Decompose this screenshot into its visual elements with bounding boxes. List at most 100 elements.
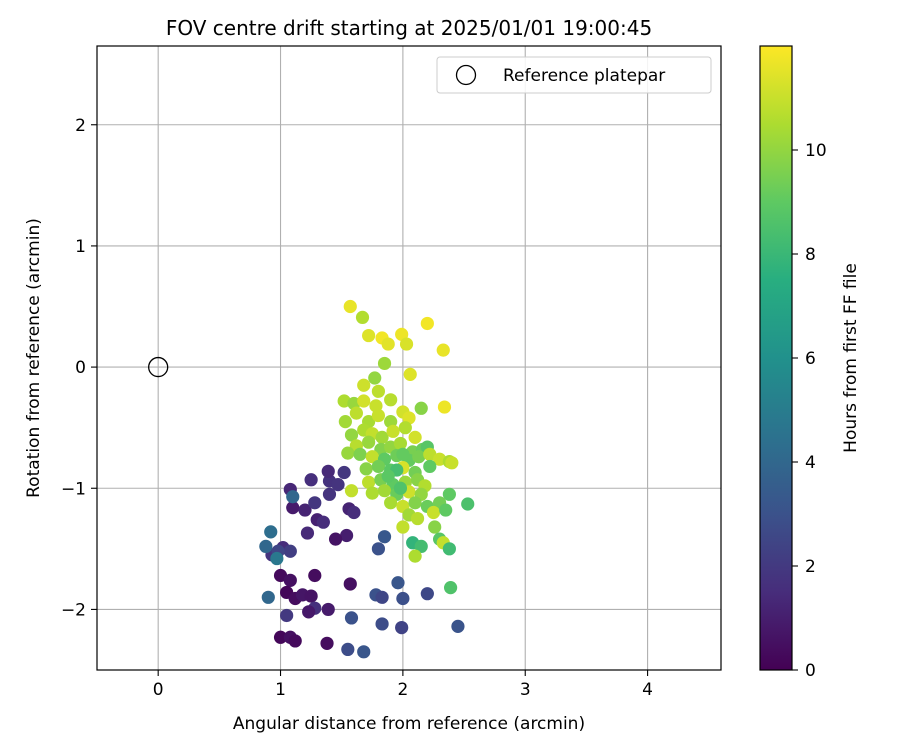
scatter-point [439, 503, 453, 517]
scatter-point [408, 496, 422, 510]
y-tick-label: 1 [75, 237, 86, 257]
scatter-point [420, 316, 434, 331]
scatter-point [300, 526, 315, 540]
y-tick-label: 0 [75, 358, 86, 378]
scatter-point [286, 501, 300, 515]
scatter-point [384, 393, 398, 407]
scatter-point [357, 394, 371, 408]
scatter-point [371, 459, 386, 474]
colorbar: 0 2 4 6 8 10 Hours from first FF file [759, 45, 861, 681]
scatter-points [259, 299, 475, 659]
scatter-point [428, 520, 442, 534]
colorbar-tick-label: 2 [805, 557, 816, 577]
colorbar-tick-label: 6 [805, 349, 816, 369]
scatter-point [362, 475, 376, 489]
scatter-point [321, 602, 335, 617]
scatter-point [270, 551, 284, 566]
scatter-point [426, 505, 441, 520]
scatter-point [304, 473, 318, 487]
scatter-point [393, 436, 408, 451]
scatter-point [396, 591, 410, 606]
scatter-point [304, 589, 318, 603]
scatter-point [442, 487, 456, 501]
colorbar-tick-label: 10 [805, 141, 827, 161]
y-tick-label: 2 [75, 116, 86, 136]
scatter-point [344, 484, 359, 498]
x-tick-label: 2 [397, 680, 408, 700]
scatter-point [344, 611, 359, 625]
x-tick-label: 1 [275, 680, 286, 700]
scatter-point [365, 450, 379, 464]
scatter-point [261, 590, 275, 604]
x-axis-label: Angular distance from reference (arcmin) [233, 714, 585, 734]
scatter-point [384, 496, 398, 510]
scatter-point [377, 484, 392, 498]
scatter-point [362, 328, 376, 343]
scatter-point [444, 581, 458, 595]
scatter-point [423, 459, 437, 474]
scatter-point [283, 573, 297, 587]
y-tick-label: −1 [61, 479, 86, 499]
x-axis-ticks: 0 1 2 3 4 [153, 670, 653, 700]
scatter-point [347, 505, 361, 520]
scatter-point [365, 486, 379, 500]
scatter-point [357, 378, 371, 392]
scatter-point [442, 542, 456, 556]
scatter-point [316, 515, 330, 529]
scatter-point [393, 481, 408, 495]
x-tick-label: 4 [642, 680, 653, 700]
legend-box [436, 56, 712, 94]
scatter-point [381, 469, 395, 483]
scatter-point [355, 310, 370, 325]
legend: Reference platepar [436, 56, 712, 94]
scatter-point [408, 430, 422, 444]
scatter-point [322, 487, 337, 501]
scatter-point [302, 605, 316, 619]
scatter-point [410, 511, 425, 526]
scatter-point [321, 464, 335, 478]
scatter-point [331, 478, 345, 492]
scatter-point [308, 568, 322, 583]
scatter-point [259, 539, 273, 554]
scatter-point [273, 568, 288, 583]
scatter-point [341, 446, 355, 460]
scatter-point [436, 343, 450, 357]
scatter-point [414, 539, 428, 554]
plot-frame [96, 45, 722, 671]
reference-platepar-marker [148, 356, 169, 378]
scatter-point [357, 645, 371, 659]
scatter-point [273, 630, 288, 644]
scatter-point [343, 577, 357, 591]
scatter-point [371, 408, 386, 423]
scatter-point [395, 620, 409, 635]
scatter-point [403, 367, 417, 381]
scatter-point [375, 617, 389, 631]
scatter-point [353, 447, 367, 461]
scatter-point [398, 421, 412, 435]
reference-marker-layer [148, 356, 169, 378]
scatter-point [391, 576, 405, 590]
scatter-point [286, 490, 300, 504]
colorbar-gradient [760, 46, 792, 670]
scatter-point [461, 497, 475, 511]
y-axis-label: Rotation from reference (arcmin) [24, 218, 44, 498]
y-tick-label: −2 [61, 600, 86, 620]
y-axis-ticks: −2 −1 0 1 2 [61, 116, 97, 620]
colorbar-label: Hours from first FF file [841, 263, 861, 453]
scatter-point [349, 406, 363, 420]
grid-lines [97, 46, 721, 670]
x-tick-label: 3 [520, 680, 531, 700]
scatter-point [298, 503, 312, 517]
scatter-point [338, 415, 352, 429]
scatter-point [420, 587, 434, 601]
scatter-point [371, 384, 386, 398]
colorbar-tick-label: 8 [805, 245, 816, 265]
scatter-point [344, 428, 359, 442]
scatter-point [396, 447, 410, 461]
scatter-point [362, 435, 376, 449]
chart-title: FOV centre drift starting at 2025/01/01 … [166, 16, 652, 40]
scatter-point [359, 462, 373, 476]
colorbar-tick-label: 4 [805, 453, 816, 473]
legend-label: Reference platepar [503, 66, 665, 86]
